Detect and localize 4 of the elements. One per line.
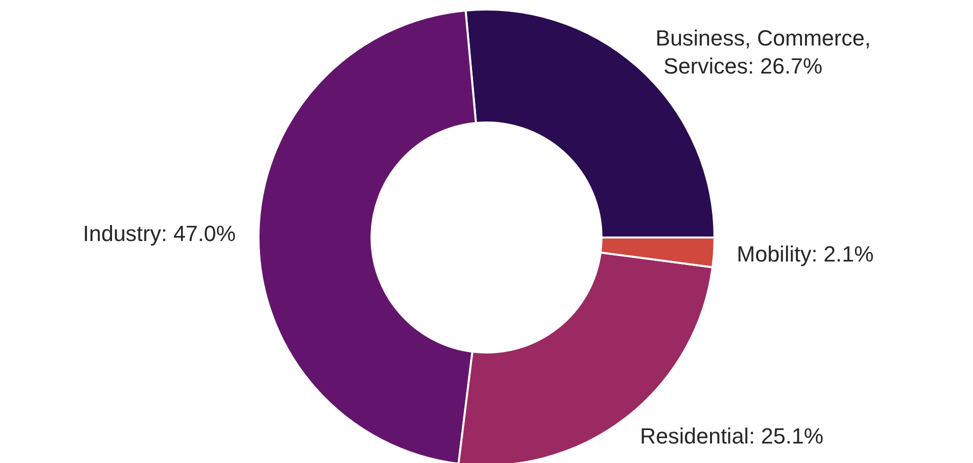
slice-label: Mobility: 2.1% [736,241,874,266]
slice-label: Residential: 25.1% [640,423,824,448]
slice-label: Business, Commerce, Services: 26.7% [656,26,871,79]
slice-label: Industry: 47.0% [82,221,236,246]
